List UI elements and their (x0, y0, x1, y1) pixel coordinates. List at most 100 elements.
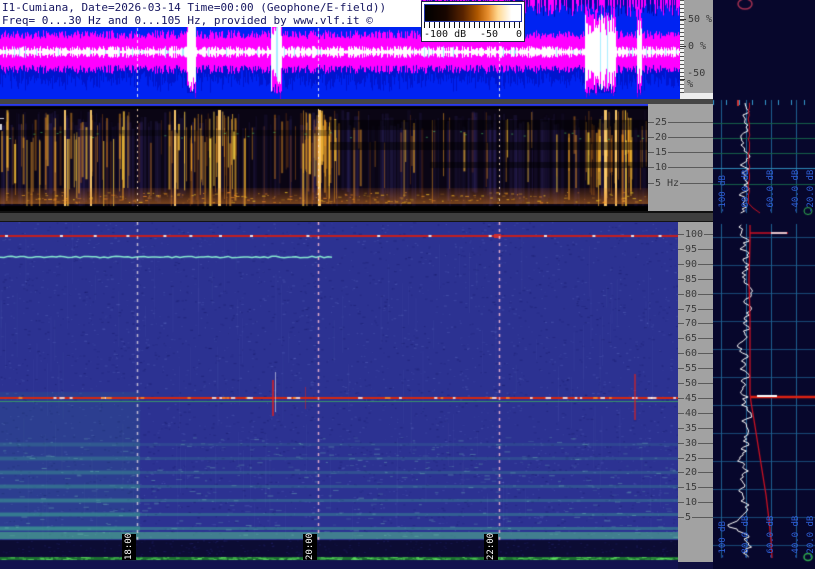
freq105-label: 65 (685, 333, 698, 345)
freq30-tick-row: 20 (648, 132, 713, 143)
tick-dash (678, 353, 684, 355)
tick-dash (678, 427, 684, 429)
freq105-label: 50 (685, 378, 698, 389)
db-label-lower: -100 dB (718, 521, 728, 559)
db-label-lower: -60.0 dB (766, 515, 776, 559)
tick-dash (678, 397, 684, 399)
tick-dash (678, 248, 684, 250)
freq105-tick-row: 60 (678, 348, 713, 359)
amplitude-label-text: 0 % (688, 41, 707, 52)
tick-dash (678, 487, 684, 489)
colorbar-label-min: -100 dB (424, 29, 467, 40)
freq105-label: 75 (685, 303, 698, 315)
tick-dash (698, 397, 713, 399)
colorbar-gradient (424, 4, 522, 22)
tick (680, 76, 684, 77)
tick (680, 80, 684, 81)
freq105-tick-row: 40 (678, 408, 713, 419)
freq30-label: 15 (655, 147, 668, 158)
tick-dash (678, 412, 684, 414)
tick-dash (678, 278, 684, 280)
freq30-label: 5 Hz (655, 178, 680, 189)
freq105-tick-row: 55 (678, 363, 713, 374)
freq105-label: 85 (685, 273, 698, 285)
freq30-tick-row: 15 (648, 147, 713, 158)
tick-dash (698, 263, 713, 265)
tick-dash (678, 234, 684, 235)
tick-dash (678, 293, 684, 295)
freq105-label: 5 (685, 512, 692, 524)
scale-bottom-block (680, 93, 713, 101)
freq105-label: 95 (685, 243, 698, 255)
tick-dash (698, 472, 713, 474)
amplitude-percent-scale: 50 % 0 % -50 % (680, 0, 713, 101)
tick (680, 36, 684, 37)
freq105-label: 55 (685, 363, 698, 375)
tick-dash (678, 502, 684, 504)
tick-dash (698, 383, 713, 384)
freq105-tick-row: 5 (678, 512, 713, 523)
freq105-label: 60 (685, 348, 698, 360)
freq105-tick-row: 30 (678, 438, 713, 449)
tick (680, 12, 684, 13)
tick (680, 88, 684, 89)
freq30-tick-row: 10 (648, 162, 713, 173)
tick-dash (668, 122, 713, 123)
tick-dash (698, 487, 713, 489)
freq105-tick-row: 80 (678, 289, 713, 300)
tick (680, 16, 684, 17)
freq105-label: 15 (685, 482, 698, 494)
freq105-tick-row: 10 (678, 497, 713, 508)
freq30-tick-row: 5 Hz (648, 178, 713, 189)
amplitude-label: 50 % (680, 14, 713, 25)
db-label-upper: -40.0 dB (791, 169, 801, 213)
tick-dash (698, 457, 713, 459)
db-label-lower: -80.0 dB (741, 515, 751, 559)
freq105-label: 35 (685, 422, 698, 434)
amplitude-label-text: -50 % (687, 68, 706, 90)
tick-dash (678, 442, 684, 444)
spectrum-analyzer-panel (713, 0, 815, 569)
tick (680, 40, 684, 41)
tick-dash (678, 457, 684, 459)
db-label-upper: -100 dB (718, 175, 728, 213)
tick-dash (692, 517, 713, 519)
freq30-label: 20 (655, 132, 668, 143)
tick-dash (698, 368, 713, 370)
tick-dash (668, 137, 713, 138)
separator-2 (0, 211, 713, 222)
freq105-tick-row: 20 (678, 467, 713, 478)
tick-dash (648, 183, 654, 184)
freq105-tick-row: 35 (678, 423, 713, 434)
amplitude-label: -50 % (680, 68, 713, 90)
db-label-upper: -60.0 dB (766, 169, 776, 213)
spectrogram-30hz (0, 104, 648, 211)
time-label: 22:00 (484, 532, 498, 560)
tick-dash (698, 412, 713, 414)
tick (680, 56, 684, 57)
freq30-label: 10 (655, 162, 668, 173)
tick-dash (698, 248, 713, 250)
tick (680, 68, 684, 69)
tick-dash (698, 353, 713, 355)
header-title: I1-Cumiana, Date=2026-03-14 Time=00:00 (… (0, 0, 421, 27)
db-colorbar-legend: -100 dB -50 0 (421, 1, 525, 42)
tick (680, 72, 684, 73)
tick (680, 52, 684, 53)
db-label-lower: -20.0 dB (806, 515, 815, 559)
freq105-label: 20 (685, 467, 698, 479)
tick (680, 0, 684, 1)
freq105-label: 100 (685, 229, 704, 240)
tick-dash (698, 502, 713, 504)
tick-dash (698, 323, 713, 325)
tick (680, 44, 684, 45)
tick-dash (678, 263, 684, 265)
tick (680, 60, 684, 61)
freq105-tick-row: 45 (678, 393, 713, 404)
freq105-tick-row: 90 (678, 259, 713, 270)
tick (680, 32, 684, 33)
tick-dash (680, 183, 713, 184)
tick-dash (678, 383, 684, 384)
amplitude-label: 0 % (680, 41, 713, 52)
